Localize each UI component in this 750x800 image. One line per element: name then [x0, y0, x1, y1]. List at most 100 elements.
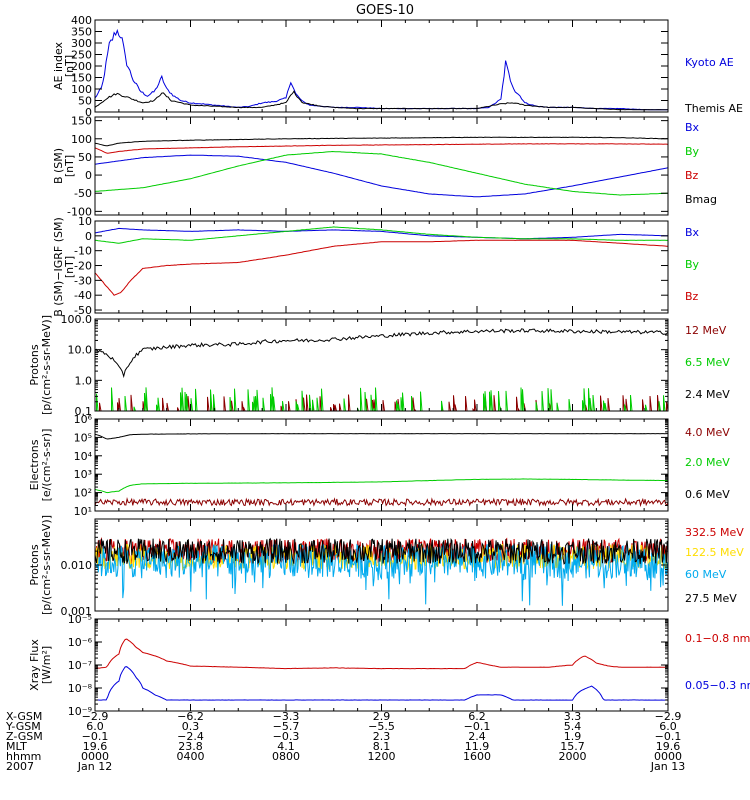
x-tick-label: 8.1 [373, 740, 391, 753]
x-tick-label: 2.3 [373, 730, 391, 743]
y-axis-label: Xray Flux [28, 639, 41, 691]
x-tick-label: 19.6 [83, 740, 108, 753]
x-row-label: MLT [6, 740, 27, 753]
legend-entry: 2.4 MeV [685, 388, 730, 401]
y-tick-label: 10⁻⁶ [68, 636, 93, 649]
y-tick-label: 0 [85, 230, 92, 243]
series-line-electrons-1 [95, 478, 668, 494]
series-group [95, 536, 668, 606]
x-tick-label: 0.3 [182, 720, 200, 733]
y-tick-label: -20 [74, 260, 92, 273]
panel-frame [94, 418, 669, 512]
x-tick-label: 0400 [177, 750, 205, 763]
y-axis-units: [nT] [63, 55, 76, 77]
y-tick-label: 400 [71, 14, 92, 27]
y-tick-label: 10.0 [68, 344, 93, 357]
legend-entry: 2.0 MeV [685, 456, 730, 469]
x-tick-label: 19.6 [656, 740, 681, 753]
y-tick-label: -50 [74, 187, 92, 200]
x-axis-table: X-GSMY-GSMZ-GSMMLThhmm2007−2.96.0−0.119.… [5, 710, 685, 773]
y-tick-label: 10⁻⁹ [68, 705, 92, 718]
x-tick-label: 15.7 [560, 740, 585, 753]
y-tick-label: -30 [74, 274, 92, 287]
series-line-bsm-0 [95, 154, 668, 198]
panel-electrons: 10¹ 10² 10³ 10⁴ 10⁵ 10⁶ Electrons [e/(cm²-s-sr)… [28, 413, 730, 518]
x-tick-label: −2.9 [82, 710, 109, 723]
series-line-electrons-0 [95, 497, 668, 508]
y-tick-label: 10⁵ [74, 431, 92, 444]
y-tick-label: 10 [78, 215, 92, 228]
x-tick-label: 0000 [654, 750, 682, 763]
y-axis-label: B (SM) [52, 148, 65, 184]
y-tick-label: 50 [78, 95, 92, 108]
legend-entry: 122.5 MeV [685, 546, 744, 559]
series-line-bdiff-2 [95, 239, 668, 296]
y-tick-label: 0.010 [61, 559, 93, 572]
x-tick-label: 23.8 [178, 740, 203, 753]
legend-entry: 0.05−0.3 nm [685, 679, 750, 692]
x-tick-label: 0000 [81, 750, 109, 763]
x-tick-label: −6.2 [177, 710, 204, 723]
legend-entry: Kyoto AE [685, 56, 734, 69]
series-line-bsm-3 [95, 136, 668, 147]
x-tick-label: −3.3 [273, 710, 300, 723]
y-tick-label: 10⁻⁵ [68, 613, 92, 626]
y-tick-label: 150 [71, 115, 92, 128]
y-axis-units: [p/(cm²-s-sr-MeV)] [40, 515, 53, 615]
x-row-label: Y-GSM [5, 720, 41, 733]
y-axis-label: Protons [28, 344, 41, 385]
x-row-label: X-GSM [6, 710, 42, 723]
y-tick-label: 0.1 [75, 405, 93, 418]
x-tick-label: −0.1 [655, 730, 682, 743]
x-tick-label: 0800 [272, 750, 300, 763]
series-group [95, 136, 668, 198]
series-group [95, 433, 668, 508]
x-tick-label: −5.7 [273, 720, 300, 733]
series-group [95, 28, 668, 111]
y-tick-label: 0 [85, 106, 92, 119]
x-tick-label: −0.1 [82, 730, 109, 743]
legend-entry: By [685, 145, 700, 158]
y-tick-label: 100 [71, 83, 92, 96]
panel-bsm: -100 -50 0 50 100 150 B (SM)[nT] Bx By Bz Bmag [52, 115, 717, 219]
x-tick-label: 4.1 [277, 740, 295, 753]
y-tick-label: 0.001 [61, 605, 93, 618]
x-tick-label: Jan 13 [650, 760, 685, 773]
x-tick-label: 3.3 [564, 710, 582, 723]
y-tick-label: 1.0 [75, 374, 93, 387]
legend-entry: 0.6 MeV [685, 488, 730, 501]
y-tick-label: 10⁻⁸ [68, 682, 93, 695]
y-tick-label: -50 [74, 304, 92, 317]
x-tick-label: −0.3 [273, 730, 300, 743]
series-line-bdiff-1 [95, 226, 668, 244]
series-line-electrons-2 [95, 433, 668, 440]
series-line-protons_high-2 [95, 543, 668, 606]
series-group [95, 226, 668, 296]
series-line-bsm-2 [95, 143, 668, 154]
x-tick-label: 6.0 [86, 720, 104, 733]
x-tick-label: 11.9 [465, 740, 490, 753]
legend-entry: 0.1−0.8 nm [685, 632, 750, 645]
x-tick-label: 2.9 [373, 710, 391, 723]
y-tick-label: 100.0 [61, 313, 93, 326]
x-tick-label: −0.1 [464, 720, 491, 733]
y-tick-label: -10 [74, 245, 92, 258]
series-line-ae-0 [95, 28, 668, 111]
panel-frame [94, 19, 669, 113]
y-tick-label: 200 [71, 60, 92, 73]
panel-protons_high: 0.001 0.010 Protons [p/(cm²-s-sr-MeV)] 332.5… [28, 515, 744, 618]
y-axis-label: AE index [52, 41, 65, 90]
legend-entry: 4.0 MeV [685, 426, 730, 439]
x-tick-label: 2000 [559, 750, 587, 763]
y-tick-label: 50 [78, 151, 92, 164]
series-line-bdiff-0 [95, 227, 668, 240]
x-row-label: hhmm [6, 750, 41, 763]
y-axis-units: [p/(cm²-s-sr-MeV)] [40, 315, 53, 415]
panel-bdiff: -50 -40 -30-20 -10 0 10 B (SM)−IGRF (SM)[nT] Bx… [52, 215, 700, 317]
series-line-xray-1 [95, 666, 668, 701]
y-tick-label: 350 [71, 26, 92, 39]
legend-entry: Themis AE [684, 102, 743, 115]
chart-title: GOES-10 [356, 3, 414, 18]
legend-entry: Bx [685, 226, 700, 239]
